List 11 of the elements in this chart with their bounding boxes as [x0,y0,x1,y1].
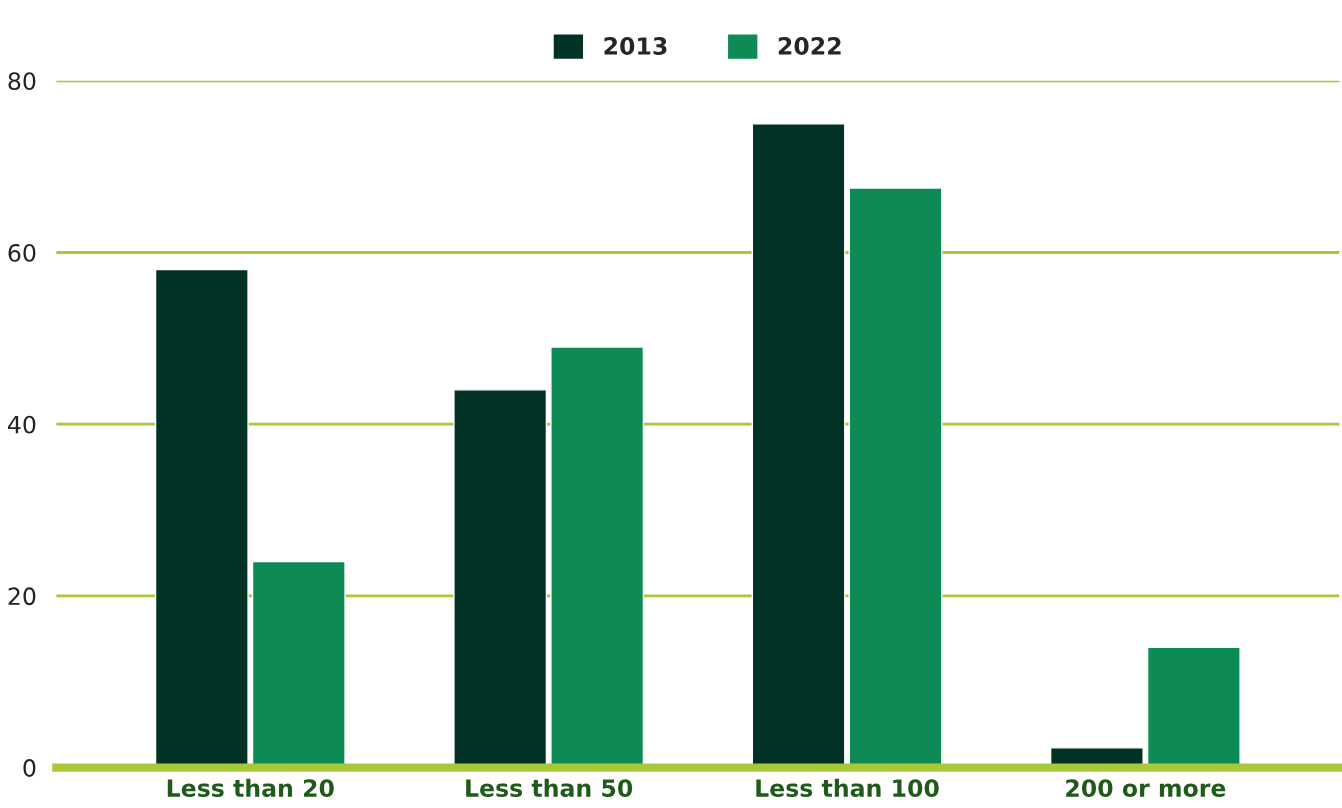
x-tick-label: Less than 100 [756,778,939,797]
y-tick-label: 40 [8,415,36,434]
x-tick-label: Less than 50 [466,778,633,797]
legend-label: 2022 [778,37,841,55]
x-tick-label: Less than 20 [167,778,334,797]
y-tick-label: 0 [23,759,36,777]
y-tick-label: 20 [8,587,36,606]
x-tick-label: 200 or more [1066,779,1226,797]
y-tick-label: 60 [8,243,36,262]
y-tick-label: 80 [8,72,36,91]
legend-label: 2013 [604,37,667,55]
